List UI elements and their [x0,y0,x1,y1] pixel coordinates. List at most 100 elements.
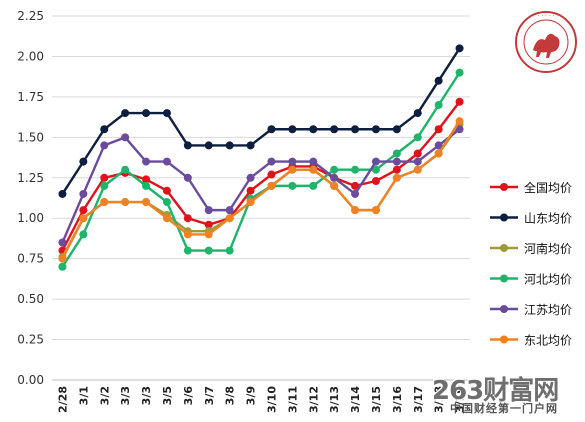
data-point [142,175,151,184]
series-lines [58,44,464,271]
y-tick-label: 0.25 [17,333,44,347]
data-point [330,181,339,190]
y-tick-label: 0.50 [17,292,44,306]
legend-item: 全国均价 [490,180,572,195]
x-tick-label: 3/3 [119,386,132,405]
data-point [121,198,130,207]
data-point [58,238,67,247]
data-point [455,68,464,77]
data-point [204,141,213,150]
data-point [121,109,130,118]
series-2 [58,44,464,198]
y-tick-label: 1.00 [17,211,44,225]
x-tick-label: 3/9 [245,386,258,405]
data-point [413,109,422,118]
x-axis: 2/28 3/1 3/2 3/3 3/3 3/5 3/6 3/7 3/8 3/9 3/10 3/11 3… [56,386,466,413]
data-point [434,141,443,150]
series-line [61,128,461,243]
x-tick-label: 3/17 [412,386,425,413]
y-tick-label: 0.75 [17,252,44,266]
data-point [267,125,276,134]
data-point [351,165,360,174]
x-tick-label: 3/18 [433,386,446,413]
data-point [413,165,422,174]
legend-label: 江苏均价 [524,303,572,317]
data-point [288,157,297,166]
data-point [330,173,339,182]
data-point [413,133,422,142]
legend-item: 河北均价 [490,273,572,287]
legend-label: 全国均价 [524,180,572,195]
data-point [351,181,360,190]
data-point [142,198,151,207]
data-point [288,181,297,190]
data-point [288,165,297,174]
data-point [434,76,443,85]
data-point [371,177,380,186]
y-tick-label: 2.25 [17,9,44,23]
x-tick-label: 3/16 [391,386,404,413]
data-point [267,157,276,166]
data-point [142,181,151,190]
series-4 [58,68,464,271]
legend-swatch-marker [500,183,508,191]
data-point [392,149,401,158]
data-point [183,230,192,239]
brand-logo-seal: · · · · · [513,6,579,78]
x-tick-label: 3/13 [328,386,341,413]
series-5 [58,125,464,247]
data-point [288,125,297,134]
legend-label: 东北均价 [524,334,572,348]
data-point [330,125,339,134]
data-point [455,117,464,126]
data-point [455,125,464,134]
data-point [434,125,443,134]
data-point [142,157,151,166]
x-tick-label: 3/8 [224,386,237,405]
y-tick-label: 1.50 [17,130,44,144]
data-point [183,214,192,223]
data-point [183,246,192,255]
legend-item: 东北均价 [490,334,572,348]
series-line [61,123,461,258]
data-point [100,198,109,207]
data-point [162,186,171,195]
data-point [183,173,192,182]
legend-swatch-marker [500,335,508,344]
data-point [246,186,255,195]
data-point [309,181,318,190]
data-point [58,189,67,198]
legend-item: 河南均价 [490,241,572,256]
data-point [79,230,88,239]
x-tick-label: 3/12 [307,386,320,413]
data-point [204,230,213,239]
data-point [371,125,380,134]
data-point [392,165,401,174]
data-point [79,206,88,215]
data-point [100,125,109,134]
x-tick-label: 3/10 [265,386,278,413]
y-tick-label: 1.25 [17,171,44,185]
legend-label: 山东均价 [524,212,572,226]
legend-label: 河南均价 [524,241,572,256]
data-point [267,181,276,190]
x-tick-label: 3/2 [98,386,111,405]
x-tick-label: 3/7 [203,386,216,405]
x-tick-label: 3/19 [454,386,467,413]
data-point [204,246,213,255]
data-point [162,157,171,166]
data-point [79,189,88,198]
watermark: 263财富网 中国财经第一门户网 [432,370,582,418]
x-tick-label: 3/1 [77,386,90,405]
legend-swatch-marker [500,305,508,313]
y-tick-label: 2.00 [17,49,44,63]
seal-icon: · · · · · [513,6,579,78]
x-tick-label: 3/6 [182,386,195,406]
data-point [58,262,67,271]
data-point [434,100,443,109]
data-point [330,165,339,174]
data-point [162,109,171,118]
legend-item: 江苏均价 [490,303,572,317]
legend-swatch-marker [500,213,508,222]
